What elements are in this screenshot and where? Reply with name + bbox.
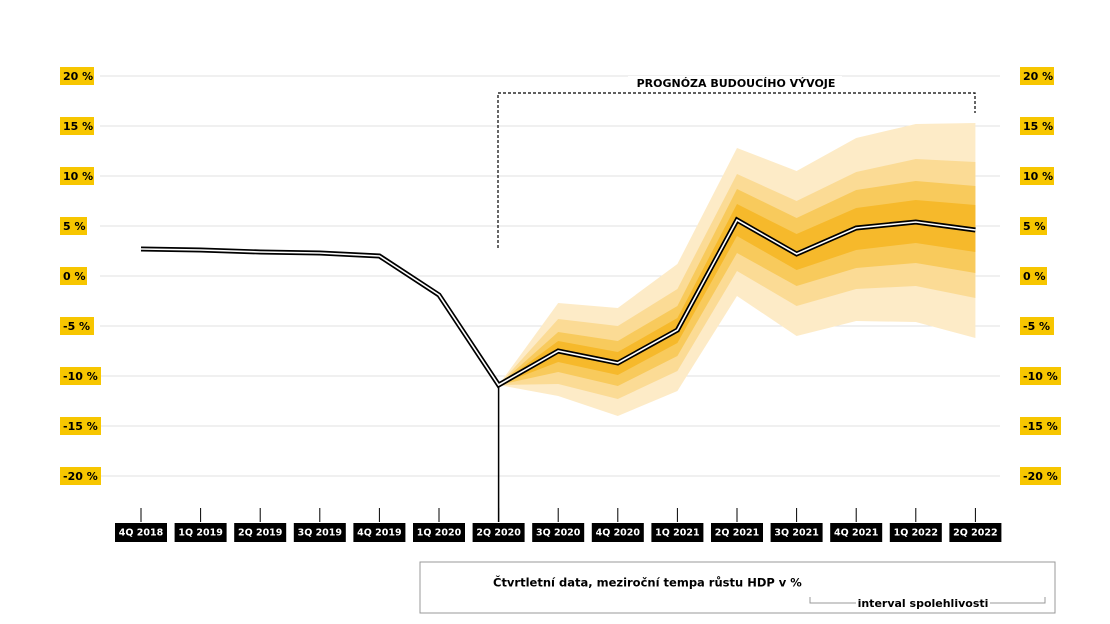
annotation-bg xyxy=(628,76,842,92)
y-tick-label: -5 % xyxy=(1023,320,1050,333)
x-tick-label: 1Q 2021 xyxy=(655,528,699,539)
y-tick-bg xyxy=(60,467,101,485)
x-tick-label: 1Q 2022 xyxy=(894,528,938,539)
y-tick-label: 20 % xyxy=(1023,70,1053,83)
x-tick-bg xyxy=(711,523,763,542)
legend-bands-title: interval spolehlivosti xyxy=(858,597,989,610)
legend-label: Čtvrtletní data, meziroční tempa růstu H… xyxy=(493,575,802,590)
y-tick-bg xyxy=(60,217,87,235)
x-tick-label: 4Q 2018 xyxy=(119,528,164,539)
x-tick-bg xyxy=(174,523,227,542)
x-tick-label: 4Q 2020 xyxy=(596,528,641,539)
y-tick-label: -15 % xyxy=(63,420,98,433)
y-tick-label: 20 % xyxy=(63,70,93,83)
x-tick-bg xyxy=(651,523,704,542)
y-tick-label: -20 % xyxy=(1023,470,1058,483)
x-tick-bg xyxy=(413,523,465,542)
y-tick-bg xyxy=(60,117,94,135)
y-tick-label: -15 % xyxy=(1023,420,1058,433)
y-tick-bg xyxy=(60,417,101,435)
x-tick-label: 2Q 2020 xyxy=(476,528,521,539)
annotation: PROGNÓZA BUDOUCÍHO VÝVOJE xyxy=(637,77,836,90)
x-tick-bg xyxy=(293,523,346,542)
y-tick-label: -10 % xyxy=(1023,370,1058,383)
y-tick-bg xyxy=(1020,467,1061,485)
y-tick-bg xyxy=(1020,117,1054,135)
x-tick-bg xyxy=(115,523,167,542)
y-tick-bg xyxy=(60,167,94,185)
x-tick-label: 2Q 2022 xyxy=(953,528,997,539)
y-tick-label: -20 % xyxy=(63,470,98,483)
y-tick-label: -5 % xyxy=(63,320,90,333)
y-tick-label: 15 % xyxy=(1023,120,1053,133)
x-tick-bg xyxy=(949,523,1002,542)
x-tick-label: 4Q 2019 xyxy=(357,528,401,539)
x-tick-bg xyxy=(830,523,883,542)
x-tick-label: 3Q 2021 xyxy=(774,528,818,539)
y-tick-label: -10 % xyxy=(63,370,98,383)
y-tick-label: 10 % xyxy=(1023,170,1053,183)
y-tick-bg xyxy=(60,67,94,85)
x-tick-bg xyxy=(353,523,406,542)
x-tick-label: 2Q 2019 xyxy=(238,528,282,539)
x-tick-label: 1Q 2019 xyxy=(178,528,222,539)
legend-bracket-bg xyxy=(856,597,990,611)
y-tick-bg xyxy=(60,367,101,385)
x-tick-bg xyxy=(591,523,644,542)
x-tick-label: 4Q 2021 xyxy=(834,528,878,539)
y-tick-bg xyxy=(1020,217,1047,235)
y-tick-bg xyxy=(60,317,94,335)
y-tick-bg xyxy=(60,267,87,285)
line-inner xyxy=(140,218,976,387)
y-tick-bg xyxy=(1020,417,1061,435)
forecast-bracket xyxy=(497,92,976,248)
y-tick-bg xyxy=(1020,167,1054,185)
x-tick-bg xyxy=(472,523,525,542)
y-tick-label: 10 % xyxy=(63,170,93,183)
confidence-band xyxy=(498,200,976,385)
x-tick-bg xyxy=(234,523,287,542)
x-tick-label: 2Q 2021 xyxy=(715,528,759,539)
x-tick-bg xyxy=(889,523,942,542)
y-tick-bg xyxy=(1020,317,1054,335)
y-tick-label: 0 % xyxy=(1023,270,1046,283)
y-tick-label: 5 % xyxy=(1023,220,1046,233)
x-tick-bg xyxy=(770,523,823,542)
y-tick-bg xyxy=(1020,267,1047,285)
x-tick-label: 1Q 2020 xyxy=(417,528,462,539)
y-tick-label: 15 % xyxy=(63,120,93,133)
y-tick-bg xyxy=(1020,367,1061,385)
y-tick-bg xyxy=(1020,67,1054,85)
x-tick-bg xyxy=(532,523,585,542)
y-tick-label: 0 % xyxy=(63,270,86,283)
y-tick-label: 5 % xyxy=(63,220,86,233)
x-tick-label: 3Q 2019 xyxy=(298,528,342,539)
x-tick-label: 3Q 2020 xyxy=(536,528,581,539)
